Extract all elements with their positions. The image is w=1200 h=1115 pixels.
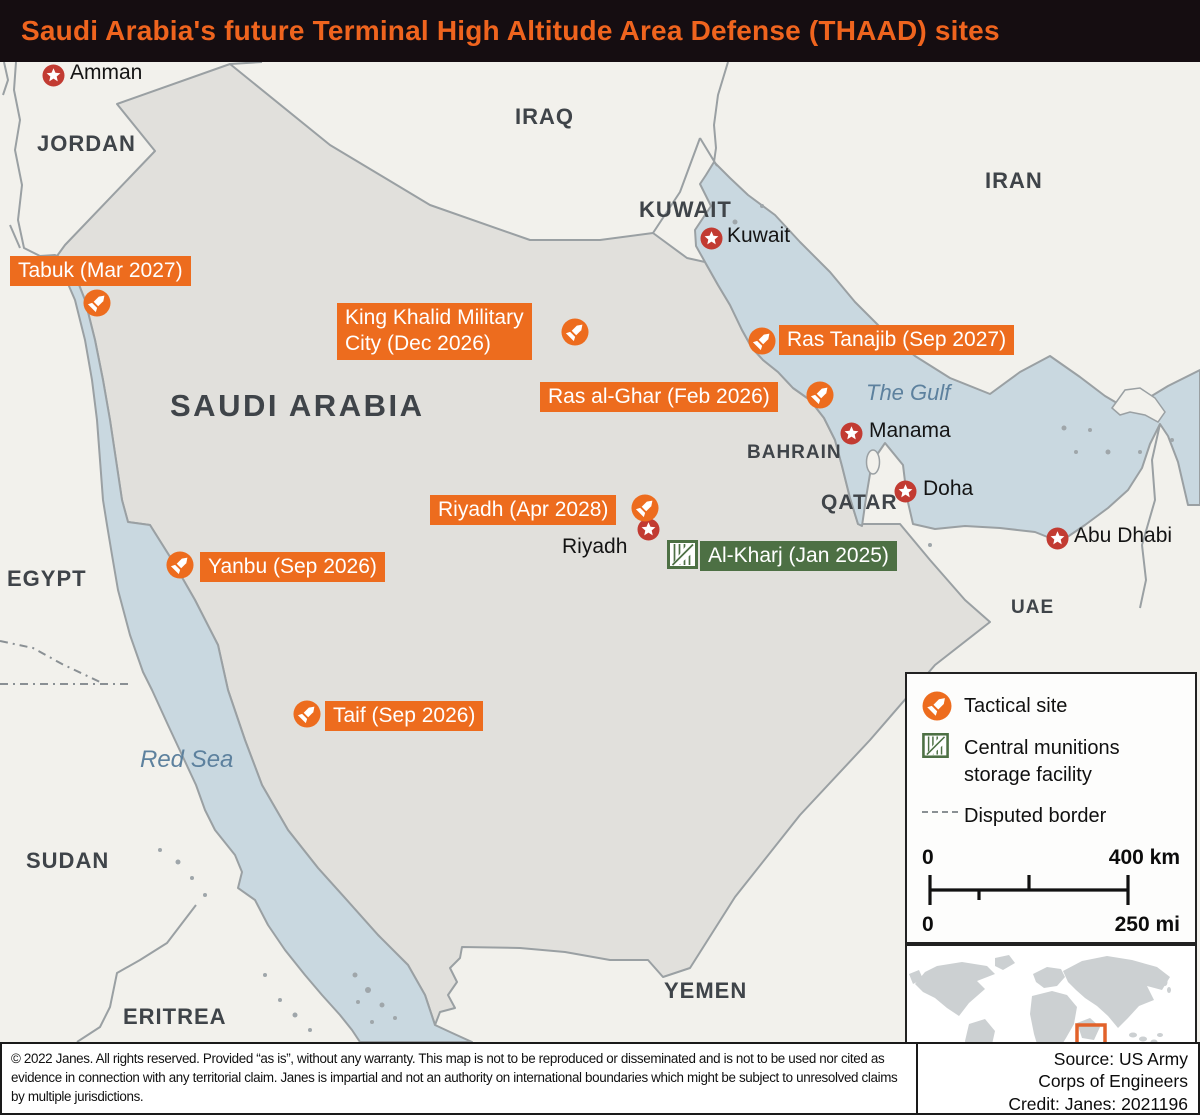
legend-tactical-label: Tactical site	[964, 695, 1068, 717]
scale-bar: 0 400 km 0 250 mi	[922, 846, 1180, 937]
city-label-kuwait: Kuwait	[727, 224, 791, 247]
country-label-jordan: JORDAN	[37, 131, 136, 156]
musandam-peninsula	[1110, 387, 1166, 423]
city-marker-riyadh	[637, 518, 660, 541]
page-title: Saudi Arabia's future Terminal High Alti…	[21, 15, 1000, 46]
country-label-eritrea: ERITREA	[123, 1004, 227, 1029]
city-marker-abu-dhabi	[1046, 527, 1069, 550]
city-label-riyadh: Riyadh	[562, 535, 628, 558]
scale-km-start: 0	[922, 846, 934, 869]
water-label-the-gulf: The Gulf	[866, 380, 951, 405]
legend-munitions-label: Central munitions storage facility	[964, 737, 1120, 786]
source-line: Credit: Janes: 2021196	[1008, 1093, 1188, 1114]
site-box-ras-al-ghar-feb-2026: Ras al-Ghar (Feb 2026)	[540, 382, 778, 413]
geography-svg	[0, 62, 1200, 1042]
city-marker-manama	[840, 422, 863, 445]
country-label-iran: IRAN	[985, 168, 1043, 193]
islands	[158, 204, 1174, 1032]
scale-mi-end: 250 mi	[1114, 913, 1180, 936]
title-bar: Saudi Arabia's future Terminal High Alti…	[0, 0, 1200, 62]
country-label-sudan: SUDAN	[26, 848, 110, 873]
country-label-kuwait: KUWAIT	[639, 197, 732, 222]
source-credit: Source: US Army Corps of Engineers Credi…	[918, 1042, 1200, 1115]
water-label-red-sea: Red Sea	[140, 746, 234, 773]
scale-ruler	[928, 875, 1130, 905]
city-label-doha: Doha	[923, 477, 974, 500]
scale-mi-start: 0	[922, 913, 934, 936]
legend-row-tactical: Tactical site	[922, 691, 1180, 721]
country-label-bahrain: BAHRAIN	[747, 442, 842, 463]
country-label-egypt: EGYPT	[7, 566, 87, 591]
legend: Tactical site Central munitions storage …	[905, 672, 1197, 944]
scale-km-end: 400 km	[1108, 846, 1180, 869]
site-box-tabuk-mar-2027: Tabuk (Mar 2027)	[10, 256, 191, 287]
tactical-site-icon	[922, 691, 964, 721]
country-label-iraq: IRAQ	[515, 104, 574, 129]
disputed-border-icon	[922, 801, 964, 813]
country-label-yemen: YEMEN	[664, 978, 748, 1003]
city-marker-kuwait	[700, 227, 723, 250]
country-label-saudi-arabia: SAUDI ARABIA	[170, 388, 425, 423]
site-box-king-khalid-military-city-dec-2026: King Khalid Military City (Dec 2026)	[337, 303, 532, 360]
source-line: Source: US Army	[1053, 1049, 1188, 1069]
map-canvas: JORDAN IRAQ IRAN KUWAIT SAUDI ARABIA BAHRAIN Q…	[0, 61, 1200, 1104]
legend-row-disputed: Disputed border	[922, 801, 1180, 830]
gulf-shape	[694, 161, 1200, 543]
city-label-manama: Manama	[869, 419, 951, 442]
disputed-borders	[0, 640, 133, 685]
city-marker-doha	[894, 480, 917, 503]
site-box-taif-sep-2026: Taif (Sep 2026)	[325, 701, 484, 732]
copyright-disclaimer: © 2022 Janes. All rights reserved. Provi…	[0, 1042, 918, 1115]
source-line: Corps of Engineers	[1038, 1071, 1188, 1092]
footer: © 2022 Janes. All rights reserved. Provi…	[0, 1042, 1200, 1115]
site-box-ras-tanajib-sep-2027: Ras Tanajib (Sep 2027)	[779, 325, 1015, 356]
red-sea-shape	[54, 254, 473, 1042]
city-label-abu-dhabi: Abu Dhabi	[1074, 524, 1173, 547]
city-marker-amman	[42, 64, 65, 87]
country-label-qatar: QATAR	[821, 491, 898, 514]
city-label-amman: Amman	[70, 61, 143, 84]
legend-disputed-label: Disputed border	[964, 805, 1107, 827]
site-box-riyadh-apr-2028: Riyadh (Apr 2028)	[430, 495, 617, 526]
country-label-uae: UAE	[1011, 597, 1055, 618]
site-box-al-kharj-jan-2025: Al-Kharj (Jan 2025)	[700, 541, 897, 572]
munitions-storage-icon	[922, 733, 964, 758]
legend-row-munitions: Central munitions storage facility	[922, 733, 1180, 789]
site-box-yanbu-sep-2026: Yanbu (Sep 2026)	[200, 552, 385, 583]
bahrain-island	[865, 449, 881, 475]
country-borders	[2, 62, 1161, 1042]
